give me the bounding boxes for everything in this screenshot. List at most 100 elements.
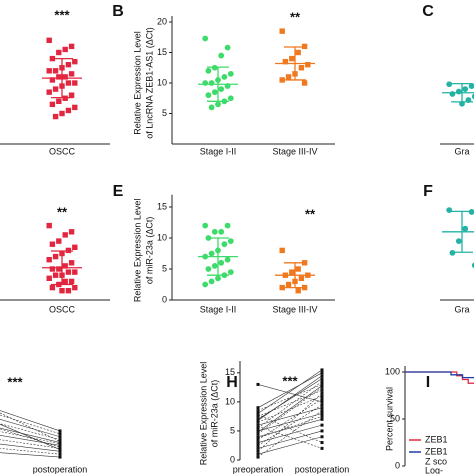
data-point (58, 435, 62, 439)
data-point (256, 414, 260, 418)
pair-line (0, 423, 61, 440)
data-point (256, 418, 260, 422)
x-tick-label: postoperation (33, 464, 88, 474)
legend-label: ZEB1 (425, 446, 448, 456)
pair-line (257, 378, 323, 420)
data-point (58, 429, 62, 433)
data-point (58, 449, 62, 453)
pair-line (0, 452, 61, 458)
data-point (256, 436, 260, 440)
data-point (320, 429, 324, 433)
data-point (62, 278, 68, 285)
data-point (301, 80, 308, 86)
y-tick-label: 5 (162, 263, 167, 273)
y-tick-label: 15 (157, 201, 167, 211)
data-point (256, 424, 260, 428)
y-tick-label: 10 (157, 232, 167, 242)
data-point (289, 55, 295, 62)
data-point (58, 438, 62, 442)
data-point (256, 426, 260, 430)
data-point (320, 423, 324, 427)
pair-line (257, 430, 323, 449)
y-axis-label: Relative Expression Level (132, 31, 142, 135)
data-point (320, 414, 324, 418)
data-point (58, 439, 62, 443)
data-point (446, 207, 453, 214)
data-point (320, 397, 324, 401)
data-point (224, 222, 231, 229)
data-point (256, 441, 260, 445)
data-point (49, 241, 56, 247)
data-point (46, 222, 52, 229)
survival-curve (405, 371, 474, 379)
panel-letter: C (422, 3, 434, 20)
pair-line (0, 434, 61, 446)
data-point (298, 65, 305, 71)
data-point (52, 253, 59, 260)
data-point (320, 417, 324, 421)
data-point (256, 406, 260, 410)
data-point (52, 86, 59, 92)
data-point (218, 228, 225, 235)
data-point (320, 374, 324, 378)
data-point (320, 409, 324, 413)
data-point (52, 272, 59, 278)
data-point (279, 28, 285, 34)
data-point (65, 269, 72, 275)
data-point (58, 448, 62, 452)
data-point (320, 368, 324, 372)
y-tick-label: 20 (157, 16, 167, 26)
data-point (285, 74, 292, 80)
y-tick-label: 5 (230, 425, 235, 435)
significance: *** (282, 373, 298, 388)
panel-letter: E (113, 183, 124, 200)
panel-letter: I (426, 374, 430, 391)
data-point (52, 68, 59, 74)
x-tick-label: OSCC (49, 146, 76, 156)
data-point (295, 266, 301, 272)
data-point (68, 278, 75, 285)
y-tick-label: 10 (225, 396, 235, 406)
legend-note: Log- (425, 465, 443, 474)
pair-line (0, 431, 61, 445)
data-point (279, 247, 285, 254)
pair-line (257, 410, 323, 458)
x-tick-label: Gra (454, 146, 469, 156)
pair-line (0, 410, 61, 432)
data-point (462, 225, 469, 232)
y-axis-label: Relative Expression Level (198, 362, 208, 466)
pair-line (257, 404, 323, 446)
data-point (211, 263, 218, 269)
data-point (449, 91, 456, 97)
data-point (215, 275, 221, 282)
data-point (285, 281, 292, 288)
data-point (320, 403, 324, 407)
data-point (289, 269, 295, 275)
significance: *** (54, 7, 70, 22)
y-tick-label: 0 (395, 460, 400, 470)
data-point (455, 88, 462, 95)
data-point (205, 67, 212, 74)
x-tick-label: Stage III-IV (272, 304, 317, 314)
x-tick-label: Stage I-II (200, 146, 237, 156)
significance: ** (290, 9, 301, 24)
pair-line (257, 389, 323, 417)
data-point (46, 37, 52, 43)
panel-letter: F (423, 183, 433, 200)
x-tick-label: OSCC (49, 304, 76, 314)
data-point (62, 263, 68, 269)
y-tick-label: 10 (157, 77, 167, 87)
legend-label: ZEB1 (425, 434, 448, 444)
data-point (256, 438, 260, 442)
data-point (202, 281, 209, 288)
data-point (58, 445, 62, 449)
data-point (224, 44, 231, 51)
y-axis-label: of miR-23a (ΔCt) (209, 380, 219, 448)
data-point (446, 81, 453, 88)
pair-line (257, 414, 323, 443)
pair-line (0, 427, 61, 443)
data-point (320, 412, 324, 415)
x-tick-label: Stage I-II (200, 304, 237, 314)
data-point (462, 86, 469, 92)
data-point (46, 275, 52, 281)
